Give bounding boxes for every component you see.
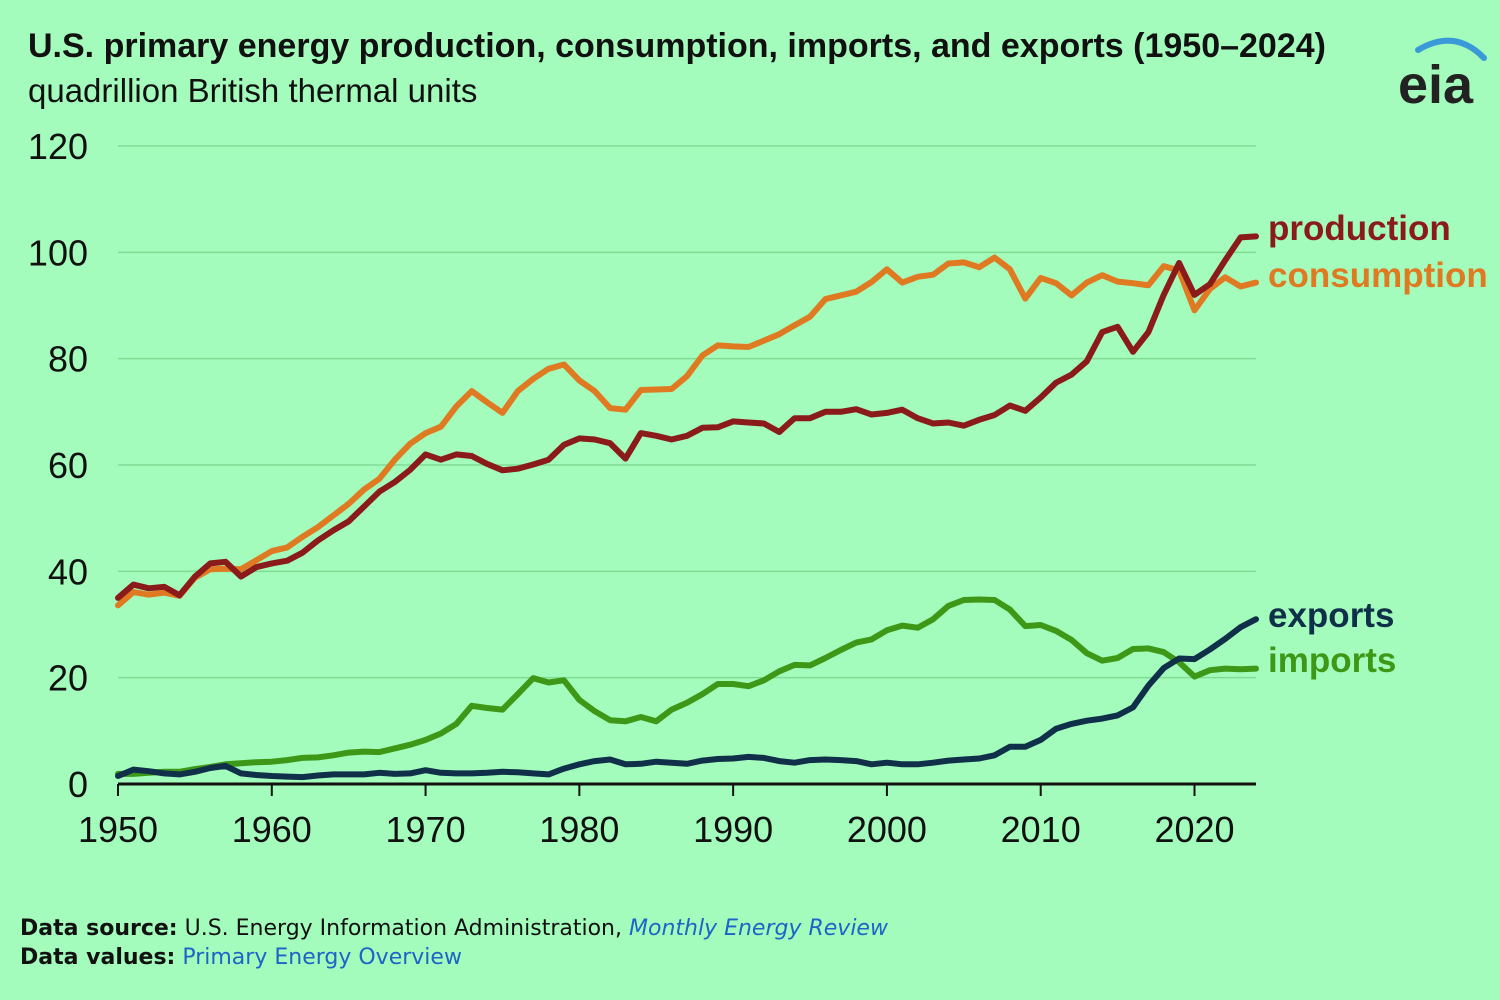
x-axis-ticks: 1950 1960 1970 1980 1990 2000 2010 2020 (78, 784, 1235, 850)
series-label-consumption: consumption (1268, 256, 1488, 295)
x-tick-label-1980: 1980 (539, 809, 619, 850)
y-tick-label-40: 40 (48, 551, 88, 592)
chart-title: U.S. primary energy production, consumpt… (28, 27, 1326, 65)
y-tick-label-80: 80 (48, 339, 88, 380)
footer-values: Data values: Primary Energy Overview (20, 945, 462, 970)
values-label: Data values: (20, 945, 176, 970)
y-tick-label-60: 60 (48, 445, 88, 486)
source-label: Data source: (20, 916, 178, 941)
series-labels: production consumption exports imports (1268, 209, 1488, 680)
y-axis-ticks: 0 20 40 60 80 100 120 (28, 126, 88, 805)
series-line-exports (115, 616, 1259, 781)
x-tick-label-1970: 1970 (386, 809, 466, 850)
series-line-production (115, 233, 1259, 601)
series-line-imports (115, 596, 1259, 777)
x-tick-label-2020: 2020 (1154, 809, 1234, 850)
y-tick-label-20: 20 (48, 658, 88, 699)
x-tick-label-1990: 1990 (693, 809, 773, 850)
series-line-consumption (115, 254, 1259, 609)
logo-swoosh (1415, 37, 1487, 61)
y-tick-label-120: 120 (28, 126, 88, 167)
gridlines (118, 145, 1256, 679)
series-label-production: production (1268, 209, 1451, 248)
x-tick-label-2010: 2010 (1001, 809, 1081, 850)
values-link[interactable]: Primary Energy Overview (182, 945, 462, 970)
x-tick-label-1950: 1950 (78, 809, 158, 850)
y-tick-label-0: 0 (68, 764, 88, 805)
logo-text: eia (1398, 55, 1474, 115)
eia-logo: eia (1398, 37, 1487, 115)
chart-subtitle: quadrillion British thermal units (28, 72, 477, 109)
y-tick-label-100: 100 (28, 232, 88, 273)
x-tick-label-2000: 2000 (847, 809, 927, 850)
x-tick-label-1960: 1960 (232, 809, 312, 850)
series-lines (115, 233, 1259, 781)
series-label-exports: exports (1268, 596, 1394, 635)
footer-source: Data source: U.S. Energy Information Adm… (20, 916, 888, 941)
series-label-imports: imports (1268, 641, 1396, 680)
source-link[interactable]: Monthly Energy Review (629, 916, 888, 941)
source-text: U.S. Energy Information Administration, (184, 916, 622, 941)
